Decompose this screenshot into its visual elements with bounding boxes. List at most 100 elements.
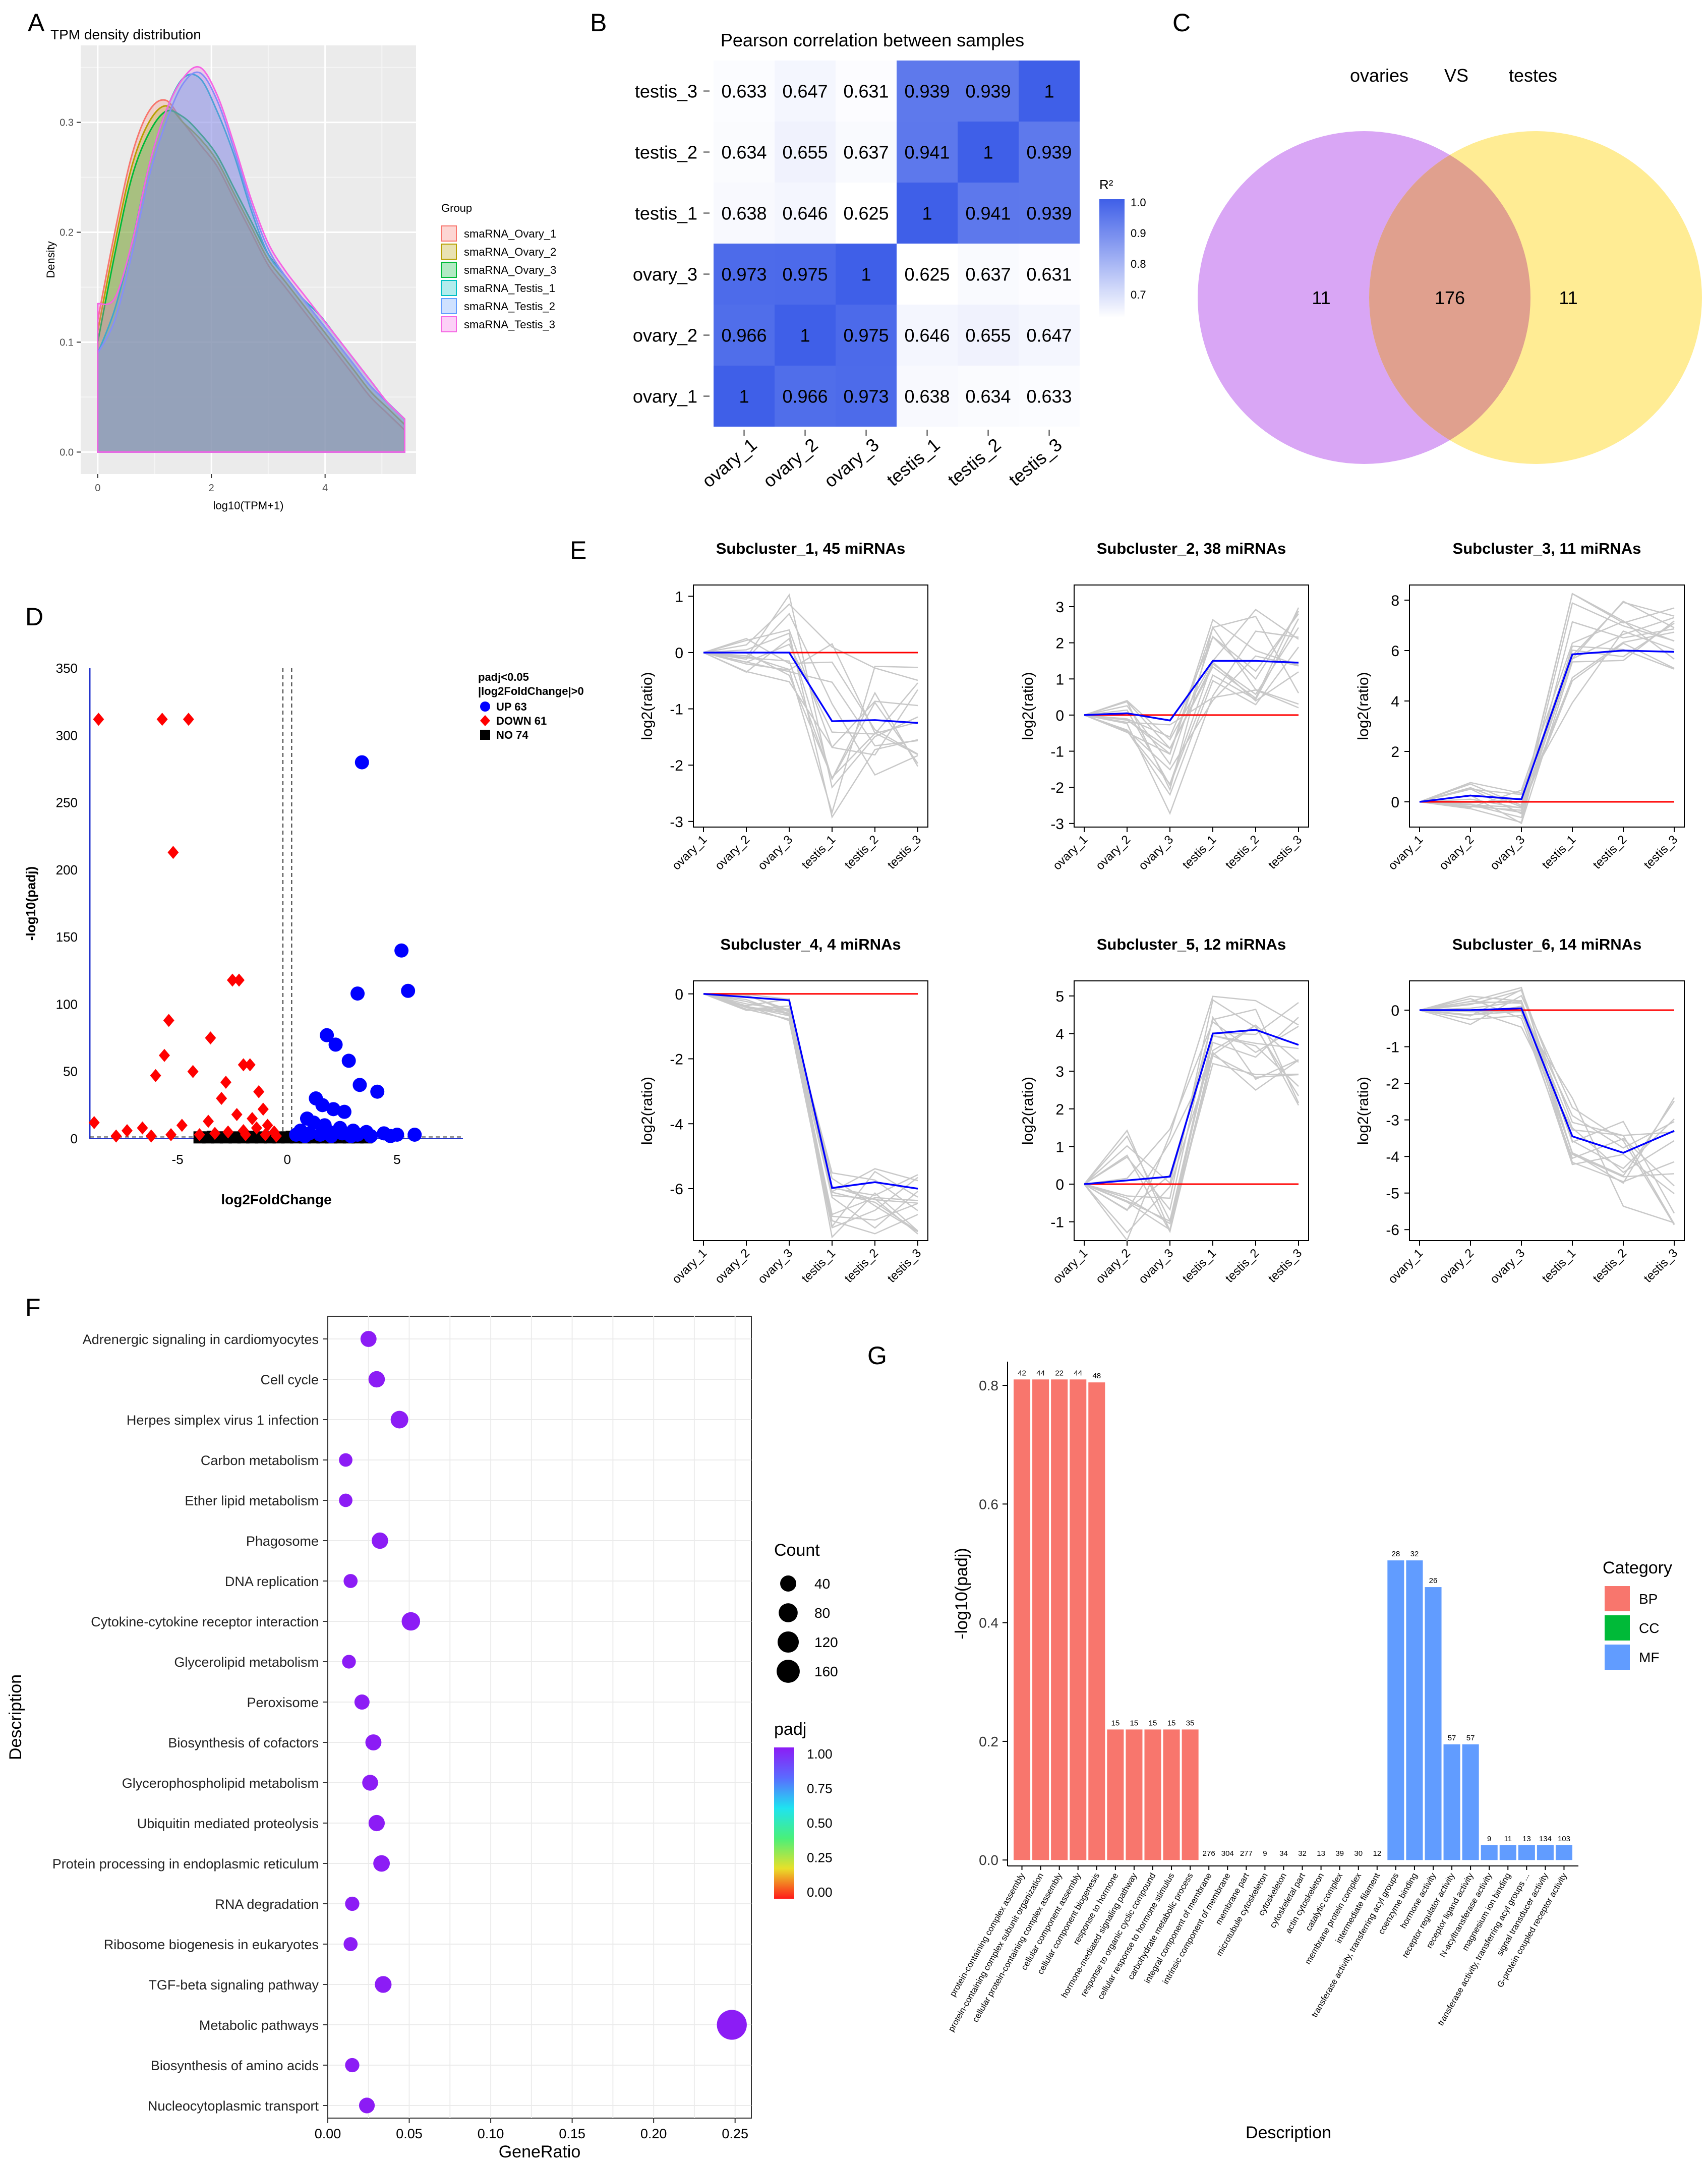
plot-frame bbox=[1074, 584, 1309, 828]
point-up bbox=[394, 943, 409, 958]
y-axis-label: Description bbox=[6, 1674, 25, 1760]
x-tick-label: -5 bbox=[172, 1152, 184, 1167]
point-down bbox=[244, 1058, 256, 1072]
mirna-profile-line bbox=[1084, 996, 1299, 1242]
legend-key-smarna-testis-2 bbox=[441, 298, 457, 314]
term-label-dna-replication: DNA replication bbox=[225, 1574, 319, 1589]
cell-value: 0.973 bbox=[843, 386, 889, 407]
cell-value: 0.941 bbox=[965, 203, 1011, 224]
mirna-profile-line bbox=[1419, 621, 1675, 808]
cell-value: 0.939 bbox=[1026, 203, 1072, 224]
term-dot-protein-processing-in-endoplasmic-reticulum bbox=[373, 1855, 390, 1872]
y-tick-label: 2 bbox=[1055, 635, 1064, 652]
legend-label: smaRNA_Testis_3 bbox=[464, 318, 555, 331]
legend-label: smaRNA_Ovary_3 bbox=[464, 264, 556, 276]
bar-count-label: 13 bbox=[1317, 1849, 1325, 1858]
subplot-title: Subcluster_1, 45 miRNAs bbox=[716, 540, 906, 557]
color-legend-label: 0.25 bbox=[807, 1850, 833, 1865]
point-up bbox=[407, 1128, 422, 1142]
point-down bbox=[238, 1058, 249, 1072]
heatmap-cell bbox=[958, 61, 1019, 122]
cell-value: 0.638 bbox=[904, 386, 950, 407]
y-tick-label: 350 bbox=[56, 661, 78, 676]
x-tick-label: 2 bbox=[209, 483, 214, 494]
term-dot-tgf-beta-signaling-pathway bbox=[375, 1976, 392, 1993]
legend-tick-label: 1.0 bbox=[1131, 196, 1146, 209]
y-tick-label: -4 bbox=[1386, 1149, 1399, 1165]
bar-count-label: 35 bbox=[1186, 1719, 1195, 1727]
size-legend-dot bbox=[779, 1603, 798, 1622]
go-bar-signal-transducer-activity bbox=[1537, 1845, 1554, 1860]
legend-tick-label: 0.7 bbox=[1131, 288, 1146, 301]
y-tick-label: -2 bbox=[670, 757, 683, 774]
cell-value: 0.646 bbox=[904, 325, 950, 346]
term-dot-ribosome-biogenesis-in-eukaryotes bbox=[343, 1937, 358, 1951]
density-area-smarna-ovary-1 bbox=[97, 99, 405, 453]
heatmap-cell bbox=[836, 183, 897, 244]
mean-profile-line bbox=[703, 652, 918, 724]
point-up bbox=[350, 1128, 365, 1142]
mirna-profile-line bbox=[703, 612, 918, 776]
heatmap-cell bbox=[775, 305, 836, 366]
cell-value: 0.939 bbox=[965, 81, 1011, 102]
mirna-profile-line bbox=[1419, 621, 1675, 824]
go-bar-coenzyme-binding bbox=[1406, 1560, 1423, 1860]
y-tick-label: 300 bbox=[56, 728, 78, 743]
bar-count-label: 57 bbox=[1448, 1734, 1456, 1742]
legend-label: DOWN 61 bbox=[496, 715, 547, 727]
y-axis-label: log2(ratio) bbox=[639, 1077, 656, 1145]
term-label-glycerophospholipid-metabolism: Glycerophospholipid metabolism bbox=[122, 1776, 319, 1791]
heatmap-cell bbox=[1019, 244, 1080, 305]
legend-key-bp bbox=[1605, 1586, 1630, 1611]
bar-count-label: 48 bbox=[1092, 1372, 1101, 1380]
venn-title-left: ovaries bbox=[1350, 65, 1408, 86]
point-down bbox=[194, 1128, 205, 1142]
color-legend-title: padj bbox=[774, 1720, 806, 1739]
point-down bbox=[231, 1108, 243, 1122]
plot-background bbox=[81, 45, 416, 474]
y-tick-label: 100 bbox=[56, 997, 78, 1012]
heatmap-cell bbox=[836, 305, 897, 366]
cell-value: 1 bbox=[922, 203, 932, 224]
mirna-profile-line bbox=[1084, 1024, 1299, 1211]
point-down bbox=[176, 1119, 188, 1132]
point-down bbox=[122, 1124, 133, 1138]
legend-key-smarna-testis-1 bbox=[441, 280, 457, 296]
heatmap-cell bbox=[775, 122, 836, 183]
cell-value: 0.633 bbox=[1026, 386, 1072, 407]
heatmap-cell bbox=[836, 244, 897, 305]
heatmap-cell bbox=[1019, 305, 1080, 366]
go-bar-cellular-response-to-hormone-stimulus bbox=[1163, 1729, 1180, 1860]
y-tick-label: 1 bbox=[1055, 671, 1064, 688]
heatmap-cell bbox=[958, 244, 1019, 305]
x-tick-label: 0.20 bbox=[640, 2126, 667, 2141]
bar-count-label: 15 bbox=[1149, 1719, 1157, 1727]
x-tick-label: 0.15 bbox=[559, 2126, 585, 2141]
y-tick-label: 0 bbox=[71, 1131, 78, 1146]
cell-value: 0.941 bbox=[904, 142, 950, 163]
term-dot-phagosome bbox=[372, 1532, 388, 1549]
mirna-profile-line bbox=[703, 603, 918, 681]
size-legend-label: 160 bbox=[814, 1664, 838, 1679]
legend-key-smarna-testis-3 bbox=[441, 316, 457, 332]
size-legend-dot bbox=[777, 1631, 799, 1653]
chart-title: Pearson correlation between samples bbox=[721, 30, 1024, 50]
y-tick-label: 6 bbox=[1391, 643, 1399, 660]
mirna-profile-line bbox=[1084, 1063, 1299, 1225]
panel-label-c: C bbox=[1172, 9, 1191, 37]
heatmap-cell bbox=[714, 61, 775, 122]
subplot-title: Subcluster_4, 4 miRNAs bbox=[720, 935, 901, 953]
panel-f-kegg-dotplot: Adrenergic signaling in cardiomyocytes Ce… bbox=[6, 1316, 838, 2161]
bar-count-label: 39 bbox=[1335, 1849, 1344, 1858]
point-down bbox=[257, 1102, 269, 1116]
point-down bbox=[222, 1125, 234, 1139]
bar-count-label: 103 bbox=[1558, 1835, 1570, 1843]
mirna-profile-line bbox=[1084, 1035, 1299, 1222]
y-tick-label: 8 bbox=[1391, 593, 1399, 609]
term-label-metabolic-pathways: Metabolic pathways bbox=[199, 2018, 319, 2033]
term-label-cell-cycle: Cell cycle bbox=[260, 1372, 319, 1387]
bar-count-label: 28 bbox=[1392, 1550, 1400, 1558]
bar-count-label: 9 bbox=[1263, 1849, 1267, 1858]
heatmap-cell bbox=[958, 366, 1019, 427]
bar-count-label: 277 bbox=[1240, 1849, 1253, 1858]
